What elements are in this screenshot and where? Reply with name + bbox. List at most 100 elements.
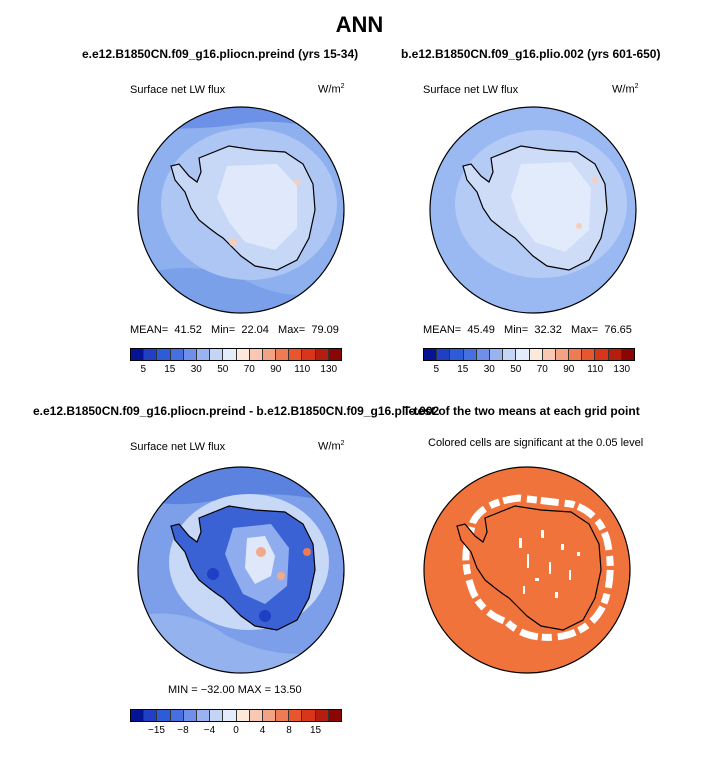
colorbar-cell [195,349,210,360]
colorbar-cell [248,710,262,721]
colorbar-cell [169,710,183,721]
panel3-colorbar [130,709,342,722]
colorbar-cell [314,349,328,360]
panel2-title: b.e12.B1850CN.f09_g16.plio.002 (yrs 601-… [401,47,661,61]
panel3-map [137,466,345,674]
colorbar-cell [581,349,595,360]
colorbar-cell [288,710,302,721]
colorbar-cell [327,710,341,721]
colorbar-cell [488,349,503,360]
panel1-colorbar-ticks: 5 15 30 50 70 90 110 130 [130,364,342,378]
panel1-title: e.e12.B1850CN.f09_g16.pliocn.preind (yrs… [82,47,359,61]
panel1-stats: MEAN= 41.52 Min= 22.04 Max= 79.09 [130,324,339,336]
colorbar-cell [462,349,476,360]
colorbar-cell [568,349,582,360]
colorbar-tick-label: 5 [433,364,440,375]
colorbar-cell [209,710,223,721]
colorbar-tick-label: 70 [536,364,548,375]
panel3-variable: Surface net LW flux [130,441,226,453]
colorbar-cell [541,349,555,360]
colorbar-cell [169,349,183,360]
panel3-units: W/m2 [318,440,345,453]
colorbar-cell [424,349,437,360]
colorbar-cell [288,349,302,360]
colorbar-tick-label: 90 [270,364,282,375]
colorbar-cell [620,349,634,360]
colorbar-cell [195,710,210,721]
colorbar-cell [261,349,276,360]
panel1-map [137,106,345,314]
colorbar-tick-label: 110 [294,364,311,375]
panel2-interior [511,162,591,252]
colorbar-cell [449,349,463,360]
panel2-variable: Surface net LW flux [423,84,519,96]
panel2-warm-spot [592,177,598,183]
colorbar-cell [515,349,529,360]
panel3-interior [245,536,275,584]
colorbar-cell [301,349,315,360]
colorbar-cell [143,349,157,360]
panel3-cold-spot [259,610,271,622]
colorbar-cell [607,349,621,360]
colorbar-cell [436,349,450,360]
panel2-map [429,106,637,314]
colorbar-tick-label: 30 [483,364,495,375]
colorbar-tick-label: 4 [259,725,266,736]
colorbar-cell [502,349,516,360]
colorbar-tick-label: 50 [217,364,229,375]
colorbar-tick-label: 90 [563,364,575,375]
colorbar-cell [156,710,170,721]
colorbar-tick-label: 0 [233,725,239,736]
colorbar-tick-label: 15 [457,364,469,375]
colorbar-cell [261,710,276,721]
colorbar-tick-label: 110 [587,364,604,375]
panel3-warm-spot [256,547,266,557]
colorbar-cell [222,710,236,721]
colorbar-tick-label: 5 [140,364,147,375]
panel2-colorbar-ticks: 5 15 30 50 70 90 110 130 [423,364,635,378]
colorbar-cell [182,710,196,721]
panel4-title: T-test of the two means at each grid poi… [403,404,640,418]
colorbar-cell [131,710,144,721]
colorbar-cell [327,349,341,360]
colorbar-cell [235,349,249,360]
panel1-units: W/m2 [318,83,345,96]
colorbar-cell [143,710,157,721]
colorbar-cell [528,349,542,360]
colorbar-cell [475,349,489,360]
panel3-warm-spot [303,548,311,556]
colorbar-cell [156,349,170,360]
panel1-interior [217,164,297,250]
colorbar-tick-label: 30 [190,364,202,375]
colorbar-tick-label: −4 [203,725,216,736]
panel2-units: W/m2 [612,83,639,96]
colorbar-cell [554,349,569,360]
panel3-cold-spot [207,568,219,580]
panel1-colorbar [130,348,342,361]
colorbar-tick-label: 50 [510,364,522,375]
panel1-warm-spot [229,238,237,246]
panel4-variable: Colored cells are significant at the 0.0… [428,437,644,449]
colorbar-cell [182,349,196,360]
colorbar-cell [235,710,249,721]
panel3-colorbar-ticks: −15 −8 −4 0 4 8 15 [130,725,342,739]
colorbar-tick-label: 70 [243,364,255,375]
panel3-warm-spot [277,572,285,580]
colorbar-cell [209,349,223,360]
panel4-insignificant-ring [462,494,614,641]
colorbar-cell [222,349,236,360]
colorbar-cell [275,349,289,360]
colorbar-tick-label: 130 [613,364,631,375]
panel3-stats: MIN = −32.00 MAX = 13.50 [168,684,302,696]
colorbar-cell [248,349,262,360]
panel2-stats: MEAN= 45.49 Min= 32.32 Max= 76.65 [423,324,632,336]
panel2-colorbar [423,348,635,361]
colorbar-tick-label: 8 [286,725,292,736]
colorbar-tick-label: 15 [309,725,322,736]
colorbar-tick-label: 15 [164,364,176,375]
panel3-title: e.e12.B1850CN.f09_g16.pliocn.preind - b.… [33,404,440,418]
colorbar-cell [131,349,144,360]
colorbar-tick-label: −8 [177,725,189,736]
figure-title: ANN [335,12,384,37]
panel1-warm-spot [294,179,300,185]
